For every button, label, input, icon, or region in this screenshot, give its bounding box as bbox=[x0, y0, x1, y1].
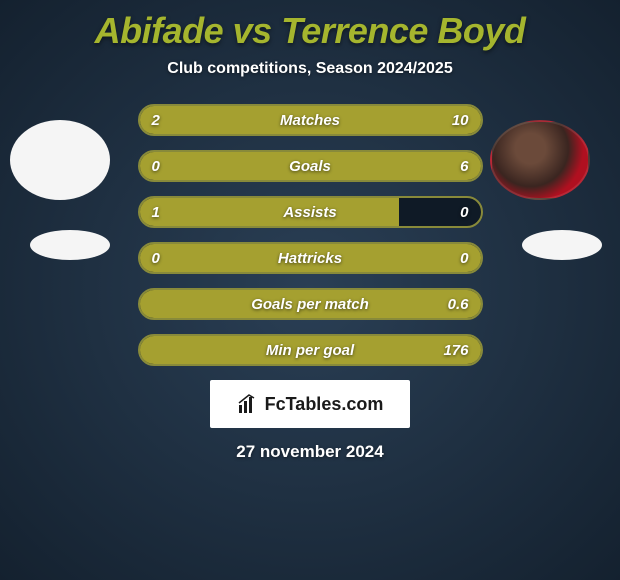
player-right-flag bbox=[522, 230, 602, 260]
player-right-avatar bbox=[490, 120, 590, 200]
stat-row: 2Matches10 bbox=[138, 104, 483, 136]
stat-label: Assists bbox=[190, 204, 431, 221]
stat-value-right: 0 bbox=[431, 250, 481, 267]
stat-row: Min per goal176 bbox=[138, 334, 483, 366]
player-left-avatar bbox=[10, 120, 110, 200]
stat-label: Goals per match bbox=[190, 296, 431, 313]
stat-row: Goals per match0.6 bbox=[138, 288, 483, 320]
site-name: FcTables.com bbox=[265, 394, 384, 415]
page-subtitle: Club competitions, Season 2024/2025 bbox=[0, 60, 620, 78]
stat-value-left: 1 bbox=[140, 204, 190, 221]
stat-value-right: 6 bbox=[431, 158, 481, 175]
stat-value-right: 0 bbox=[431, 204, 481, 221]
stat-label: Matches bbox=[190, 112, 431, 129]
stat-row: 0Goals6 bbox=[138, 150, 483, 182]
stat-value-right: 0.6 bbox=[431, 296, 481, 313]
stat-value-left: 0 bbox=[140, 158, 190, 175]
stat-value-left: 2 bbox=[140, 112, 190, 129]
footer-date: 27 november 2024 bbox=[0, 442, 620, 462]
player-left-flag bbox=[30, 230, 110, 260]
stat-value-left: 0 bbox=[140, 250, 190, 267]
page-title: Abifade vs Terrence Boyd bbox=[0, 10, 620, 52]
stat-row: 1Assists0 bbox=[138, 196, 483, 228]
stat-value-right: 10 bbox=[431, 112, 481, 129]
stat-row: 0Hattricks0 bbox=[138, 242, 483, 274]
chart-icon bbox=[237, 393, 259, 415]
stat-label: Goals bbox=[190, 158, 431, 175]
stat-label: Hattricks bbox=[190, 250, 431, 267]
stat-label: Min per goal bbox=[190, 342, 431, 359]
site-badge: FcTables.com bbox=[210, 380, 410, 428]
stat-value-right: 176 bbox=[431, 342, 481, 359]
stats-list: 2Matches100Goals61Assists00Hattricks0Goa… bbox=[138, 104, 483, 366]
